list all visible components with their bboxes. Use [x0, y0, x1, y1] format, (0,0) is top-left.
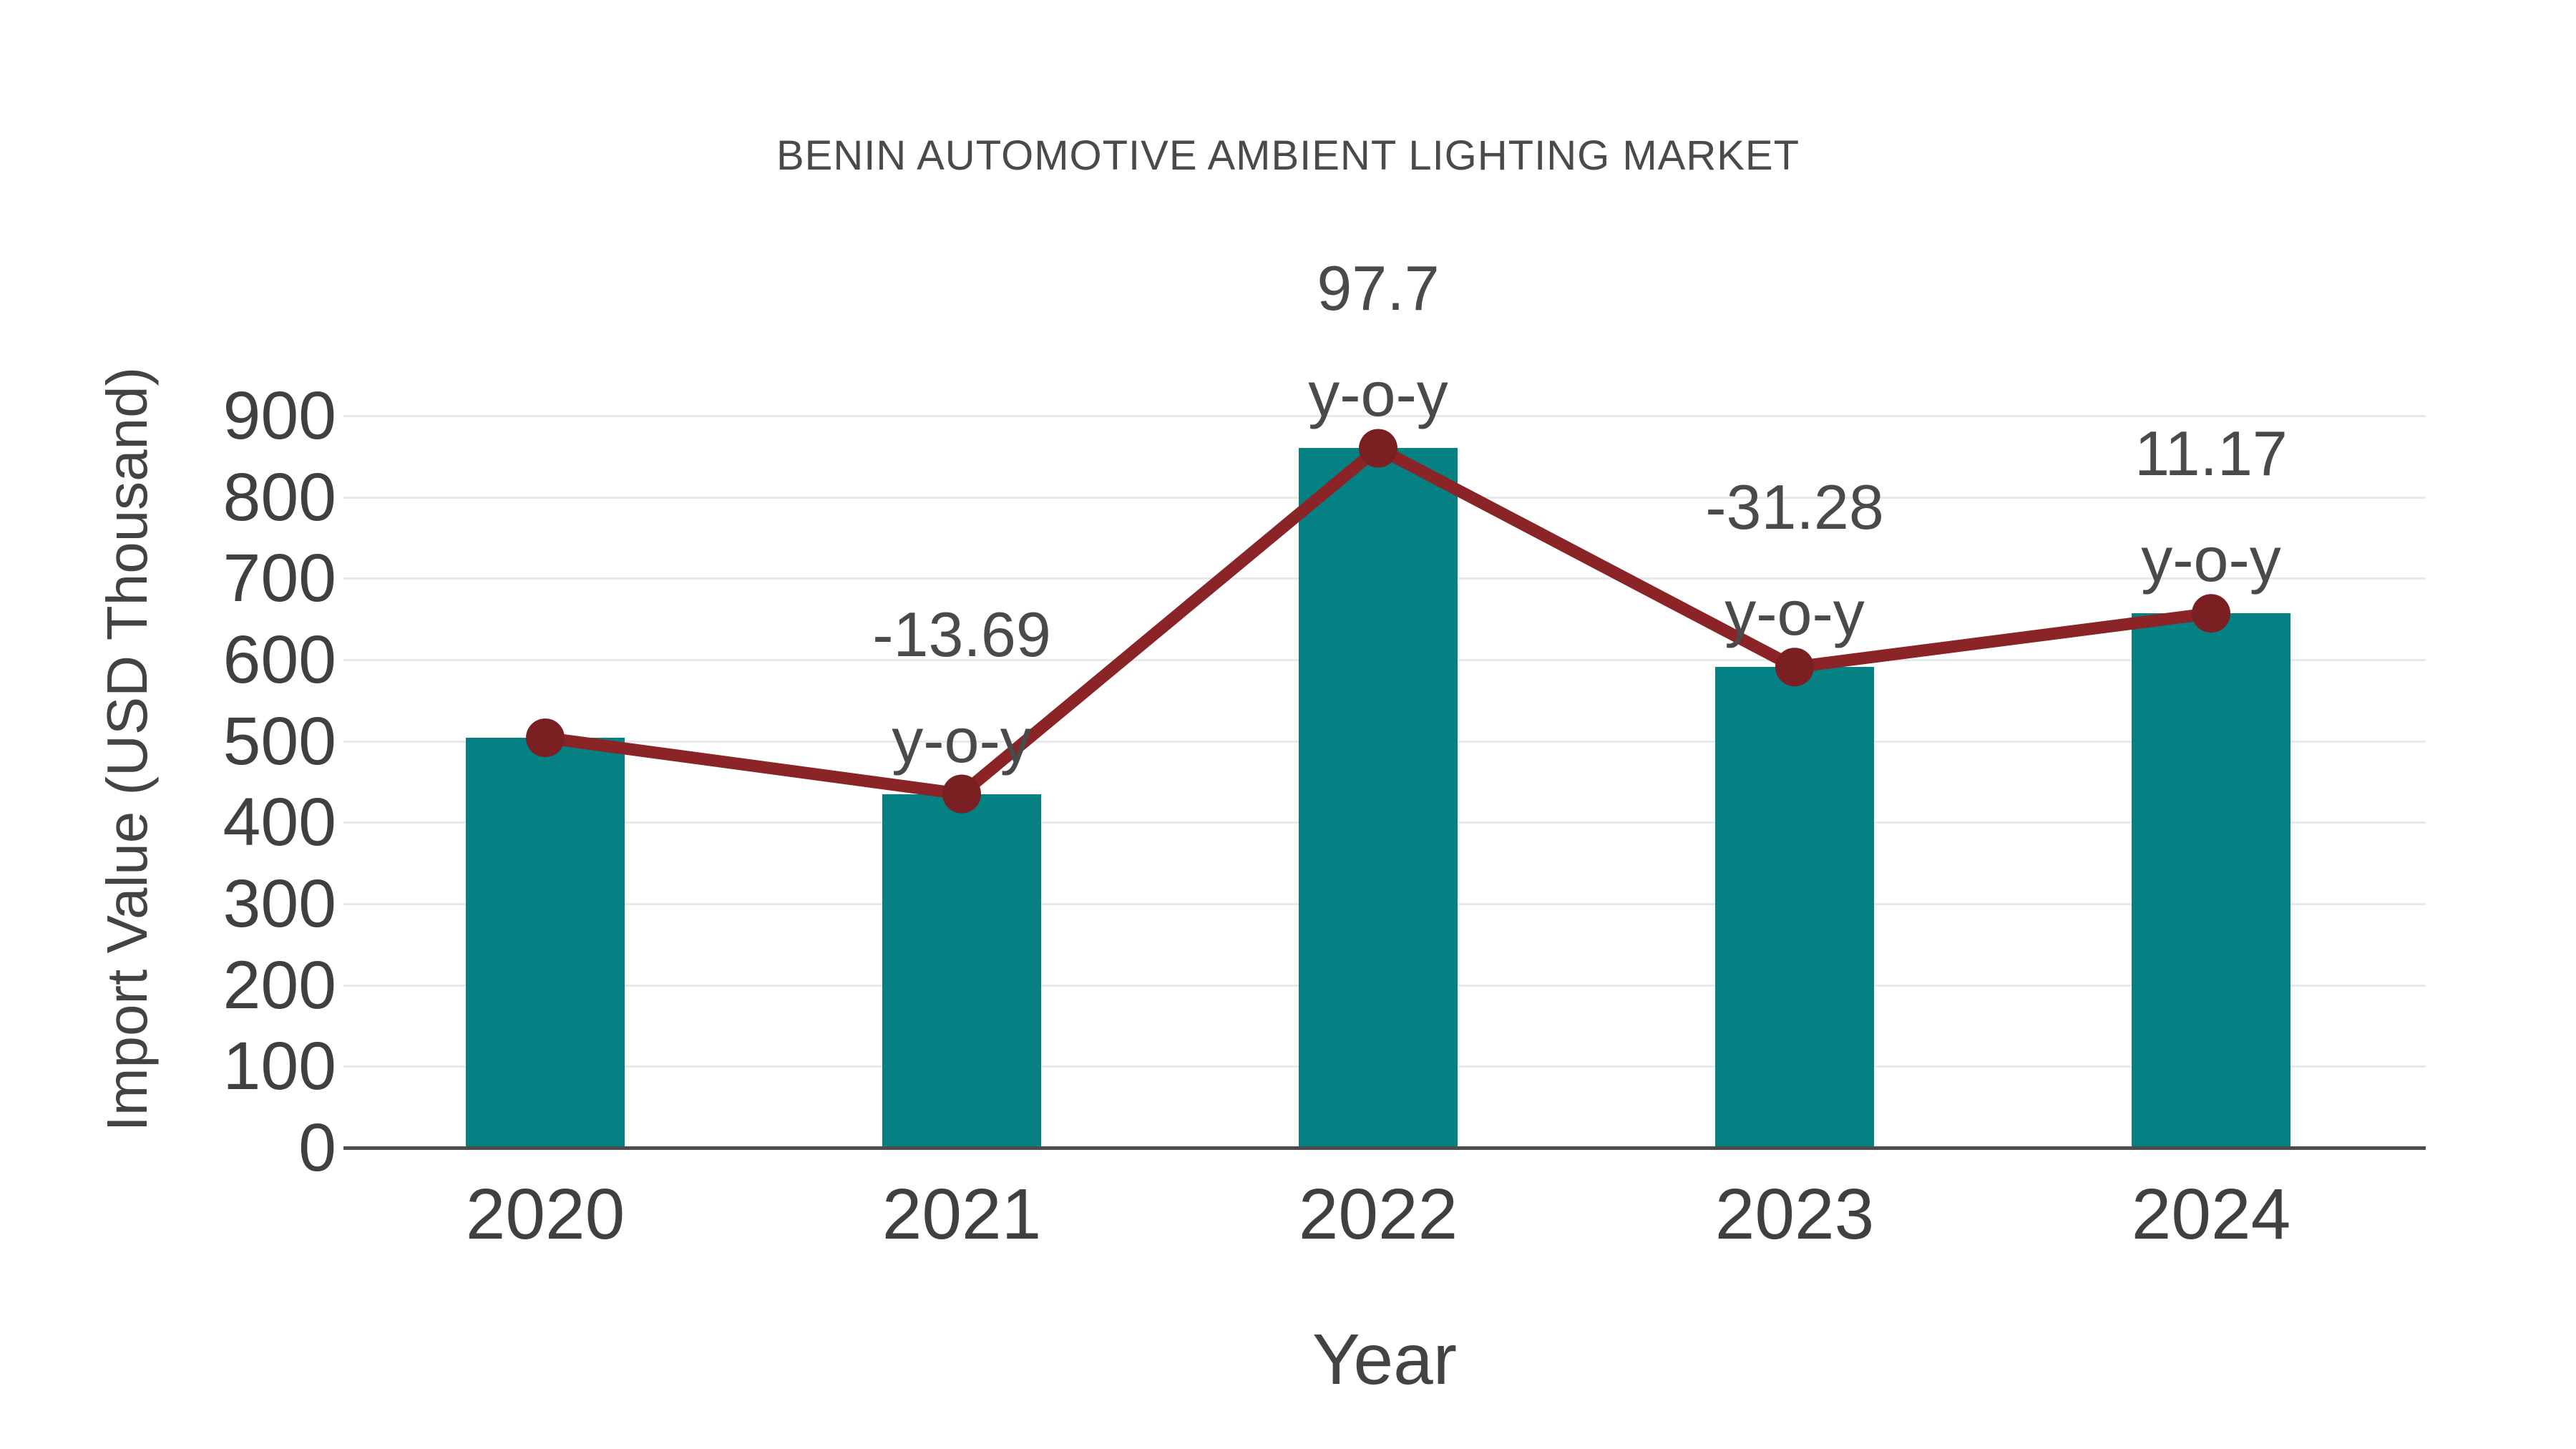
bar-2024: [2132, 613, 2290, 1148]
gridline-900: [343, 415, 2426, 417]
x-tick-label-2023: 2023: [1714, 1174, 1875, 1254]
line-marker-2023: [1775, 648, 1814, 687]
x-axis-line: [343, 1146, 2426, 1150]
data-label-2023: -31.28 y-o-y: [1705, 472, 1884, 648]
bar-2023: [1715, 667, 1874, 1148]
y-tick-label-600: 600: [223, 622, 336, 698]
x-tick-label-2024: 2024: [2131, 1174, 2291, 1254]
line-marker-2021: [942, 774, 981, 814]
data-label-2024: 11.17 y-o-y: [2135, 418, 2288, 595]
bar-2020: [466, 738, 625, 1148]
x-tick-label-2021: 2021: [882, 1174, 1042, 1254]
y-tick-label-0: 0: [298, 1110, 336, 1186]
line-marker-2024: [2192, 594, 2230, 633]
y-tick-label-700: 700: [223, 540, 336, 616]
y-tick-label-400: 400: [223, 784, 336, 860]
chart-title: BENIN AUTOMOTIVE AMBIENT LIGHTING MARKET: [776, 132, 1800, 179]
y-tick-label-900: 900: [223, 378, 336, 454]
line-marker-2020: [526, 718, 565, 758]
bar-2022: [1299, 448, 1458, 1148]
x-tick-label-2022: 2022: [1298, 1174, 1458, 1254]
y-tick-label-100: 100: [223, 1028, 336, 1104]
y-tick-label-500: 500: [223, 703, 336, 779]
y-tick-label-200: 200: [223, 947, 336, 1023]
data-label-2022: 97.7 y-o-y: [1308, 253, 1448, 429]
line-marker-2022: [1359, 429, 1397, 468]
x-axis-title: Year: [1312, 1319, 1458, 1400]
y-tick-label-800: 800: [223, 459, 336, 535]
y-tick-label-300: 300: [223, 866, 336, 942]
x-tick-label-2020: 2020: [465, 1174, 625, 1254]
bar-2021: [882, 794, 1041, 1148]
data-label-2021: -13.69 y-o-y: [872, 599, 1051, 776]
